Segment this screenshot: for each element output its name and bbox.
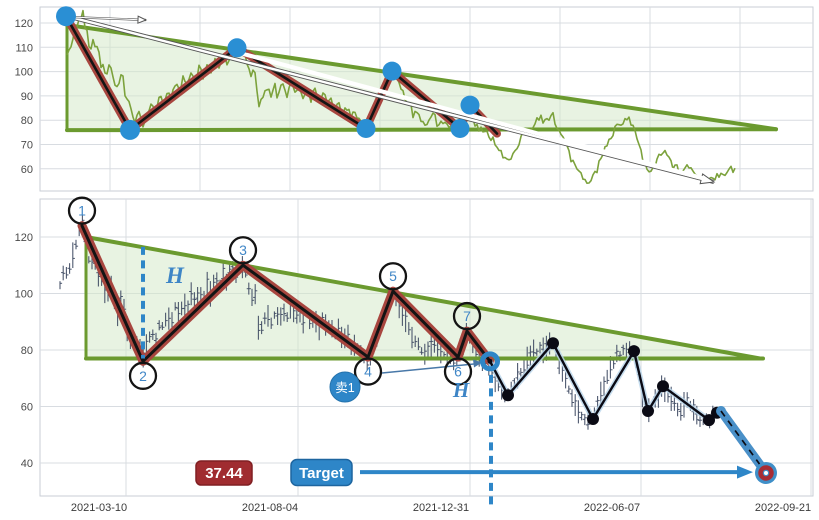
y-tick-label: 100 [15, 67, 33, 79]
pivot-dot-2 [120, 120, 140, 140]
triangle-lower-line [67, 129, 776, 130]
wave-number-5: 5 [389, 268, 397, 284]
y-tick-label: 60 [21, 402, 33, 414]
date-label: 2022-06-07 [584, 502, 640, 514]
figure-canvas: 60708090100110120 1234567 40608010012020… [0, 0, 819, 520]
stop-value-badge: 37.44 [196, 461, 252, 485]
top-axis-labels: 60 70 80 90 100 110 120 [15, 18, 33, 176]
pivot-dot-4 [357, 119, 376, 138]
y-tick-label: 80 [21, 115, 33, 127]
path-dot-5 [642, 405, 654, 417]
stop-value-text: 37.44 [205, 465, 243, 482]
date-label: 2021-03-10 [71, 502, 127, 514]
y-tick-label: 100 [15, 289, 33, 301]
pivot-dot-6 [451, 119, 470, 138]
y-tick-label: 120 [15, 18, 33, 30]
pivot-dot-1 [56, 6, 76, 26]
y-tick-label: 40 [21, 458, 33, 470]
y-tick-label: 90 [21, 91, 33, 103]
target-badge-text: Target [299, 465, 344, 482]
date-label: 2021-12-31 [413, 502, 469, 514]
path-dot-2 [547, 337, 559, 349]
final-target-center [764, 471, 768, 475]
breakout-center-dot [488, 359, 493, 364]
y-tick-label: 70 [21, 140, 33, 152]
y-tick-label: 120 [15, 232, 33, 244]
wave-number-7: 7 [463, 308, 471, 324]
path-dot-1 [502, 389, 514, 401]
wave-number-2: 2 [139, 368, 147, 384]
sell-signal-label: 卖1 [335, 381, 355, 395]
pivot-dot-3 [228, 38, 247, 57]
height-label-1: H [165, 263, 185, 288]
y-tick-label: 80 [21, 345, 33, 357]
path-dot-6 [657, 380, 669, 392]
height-label-2: H [452, 378, 470, 402]
y-tick-label: 60 [21, 164, 33, 176]
dual-panel-stock-chart: 60708090100110120 1234567 40608010012020… [0, 0, 819, 520]
date-label: 2022-09-21 [755, 502, 811, 514]
y-tick-label: 110 [15, 42, 33, 54]
wave-number-1: 1 [78, 203, 86, 219]
pivot-dot-5 [383, 62, 402, 81]
target-badge[interactable]: Target [291, 460, 352, 486]
date-label: 2021-08-04 [242, 502, 298, 514]
wave-number-3: 3 [239, 242, 247, 258]
path-dot-4 [628, 345, 640, 357]
pivot-dot-7 [461, 96, 480, 115]
wave-number-4: 4 [364, 364, 372, 380]
path-dot-3 [587, 413, 599, 425]
sell-signal-marker[interactable]: 卖1 [330, 372, 360, 402]
